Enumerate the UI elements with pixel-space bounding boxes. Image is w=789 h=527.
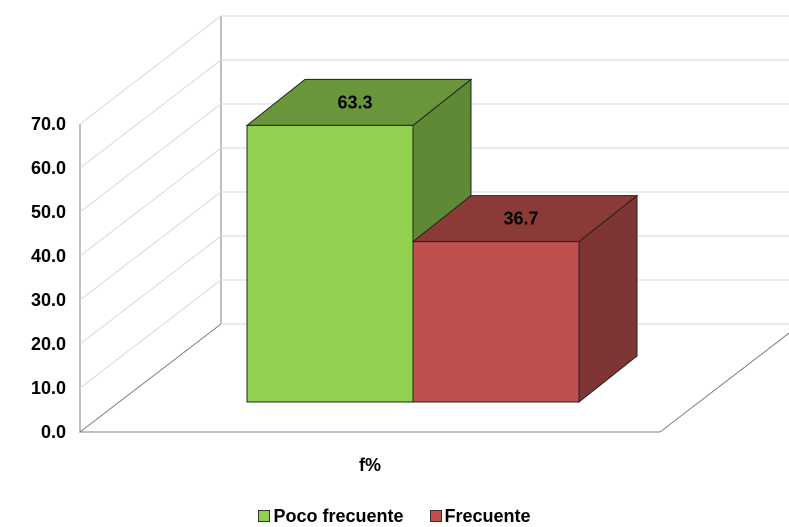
gridline bbox=[79, 59, 789, 169]
bar-front-face bbox=[412, 241, 580, 403]
bar-frecuente bbox=[411, 194, 639, 404]
legend-swatch-frecuente bbox=[429, 510, 442, 522]
y-tick-label: 50.0 bbox=[31, 202, 66, 222]
gridline bbox=[79, 147, 789, 257]
bar-front-face bbox=[246, 124, 414, 403]
legend: Poco frecuente Frecuente bbox=[0, 506, 789, 526]
legend-label-poco-frecuente: Poco frecuente bbox=[273, 505, 404, 526]
y-tick-label: 30.0 bbox=[31, 290, 66, 310]
y-tick-label: 70.0 bbox=[31, 114, 66, 134]
floor-right-edge bbox=[659, 332, 789, 433]
y-tick-label: 60.0 bbox=[31, 158, 66, 178]
legend-item-poco-frecuente: Poco frecuente bbox=[258, 505, 404, 527]
y-tick-label: 40.0 bbox=[31, 246, 66, 266]
left-wall-edge bbox=[79, 124, 222, 434]
legend-label-frecuente: Frecuente bbox=[444, 505, 531, 526]
legend-swatch-poco-frecuente bbox=[258, 510, 271, 522]
data-label: 63.3 bbox=[337, 92, 372, 112]
gridlines bbox=[79, 15, 789, 389]
data-label: 36.7 bbox=[503, 209, 538, 229]
bars bbox=[245, 78, 639, 404]
y-tick-label: 20.0 bbox=[31, 334, 66, 354]
y-tick-label: 10.0 bbox=[31, 378, 66, 398]
x-category-label: f% bbox=[359, 455, 381, 475]
gridline bbox=[79, 103, 789, 213]
gridline bbox=[79, 191, 789, 301]
gridline bbox=[79, 15, 789, 125]
data-labels: 63.3 36.7 bbox=[337, 92, 538, 228]
legend-item-frecuente: Frecuente bbox=[429, 505, 531, 527]
y-axis-tick-labels: 0.0 10.0 20.0 30.0 40.0 50.0 60.0 70.0 bbox=[31, 114, 66, 442]
y-tick-label: 0.0 bbox=[41, 422, 66, 442]
